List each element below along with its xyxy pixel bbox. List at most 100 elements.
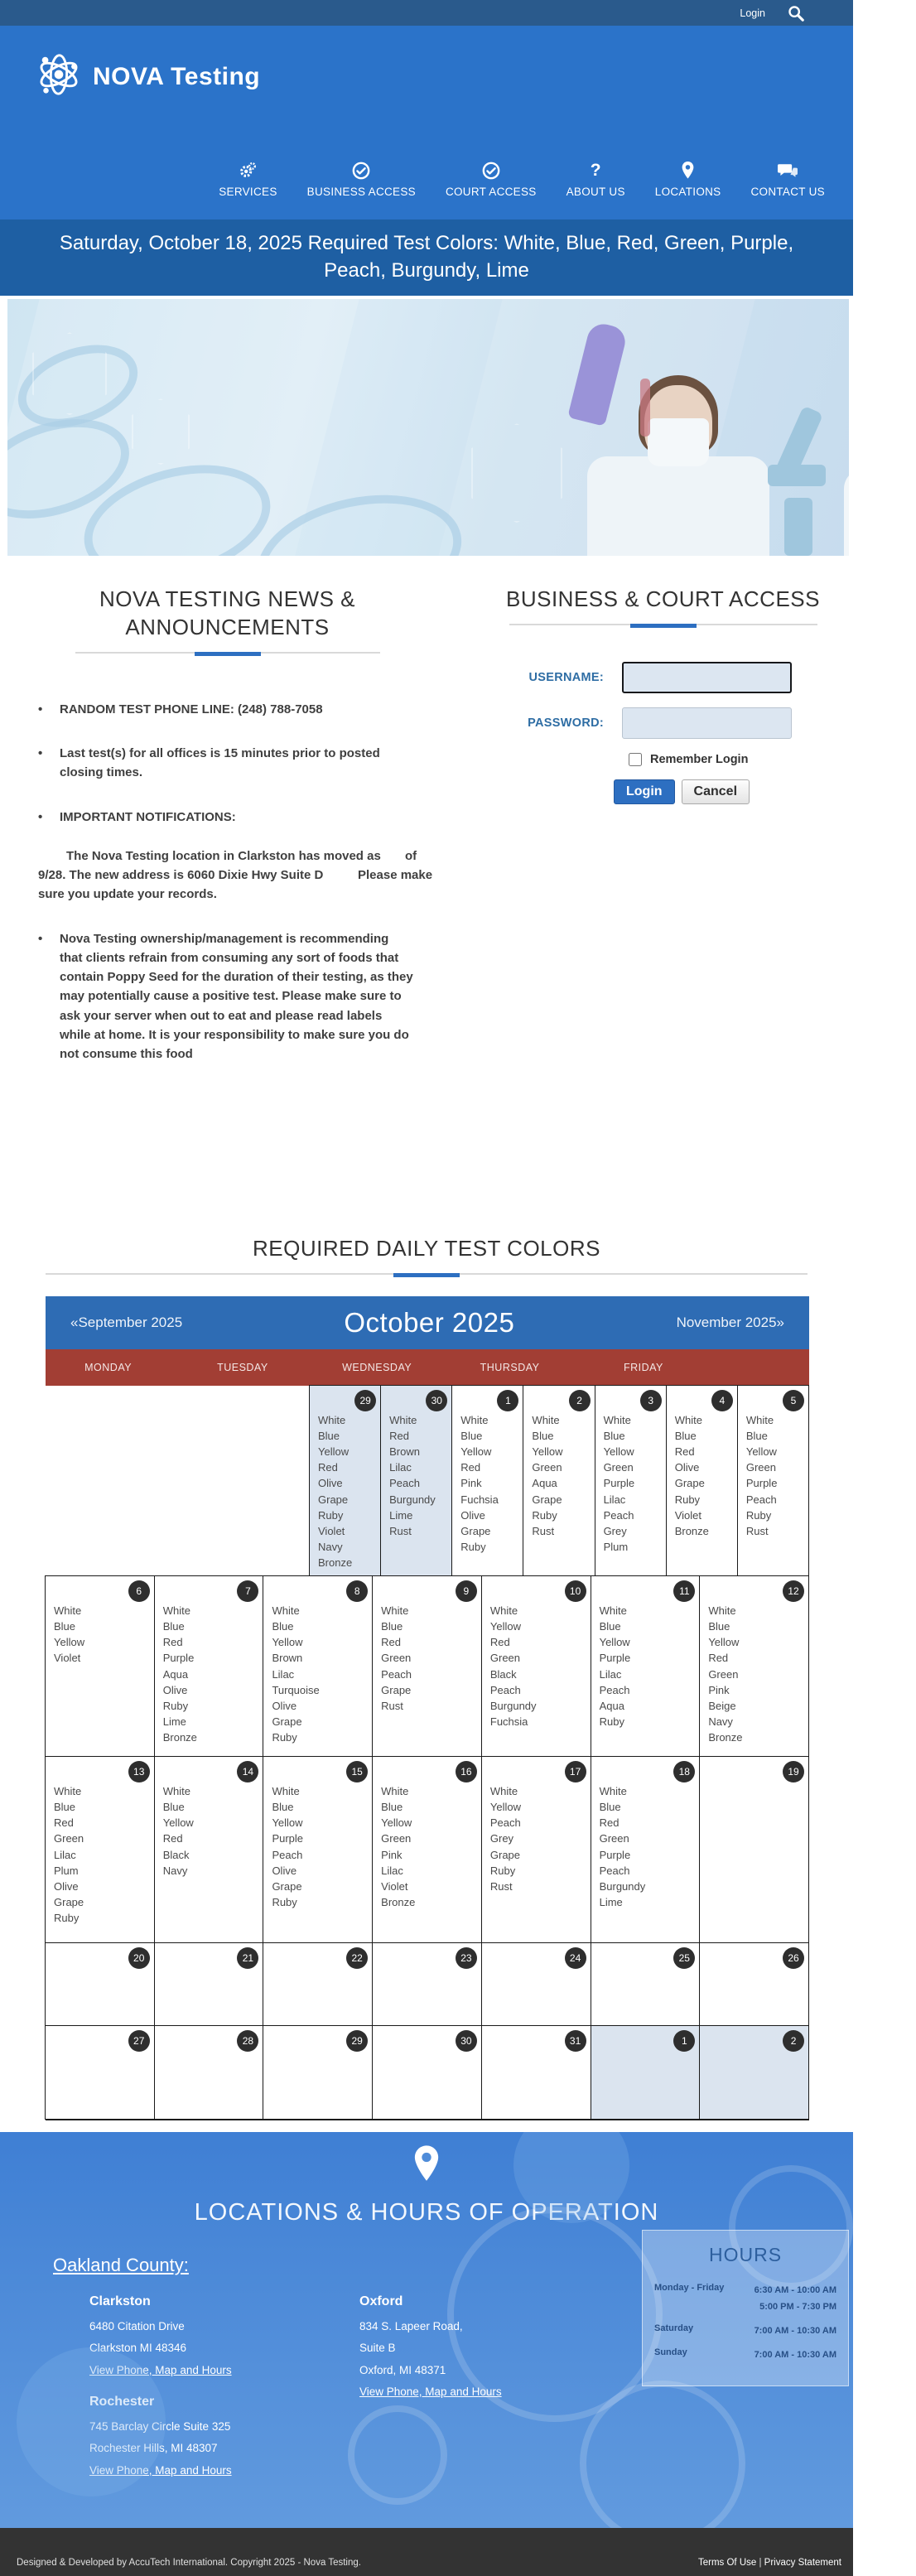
test-color: Peach bbox=[599, 1683, 630, 1696]
day-badge: 17 bbox=[564, 1761, 586, 1783]
test-color: White bbox=[54, 1604, 82, 1618]
calendar-cell-day-10: 10 White Yellow Red Green Black Peach Burgundy F… bbox=[480, 1575, 591, 1758]
hero-image bbox=[7, 299, 849, 557]
test-color: Green bbox=[532, 1461, 562, 1474]
bubble-graphic bbox=[513, 2132, 629, 2224]
login-form: USERNAME: PASSWORD: Remember Login Login… bbox=[481, 662, 845, 805]
nav-item-contact-us[interactable]: CONTACT US bbox=[750, 162, 825, 198]
test-color: Peach bbox=[489, 1683, 521, 1696]
bubble-graphic bbox=[348, 2405, 447, 2506]
gear-icon bbox=[239, 162, 257, 180]
calendar-cell-day-3: 3 White Blue Yellow Green Purple Lilac Peach Gre… bbox=[594, 1385, 667, 1577]
test-color: Grape bbox=[318, 1493, 349, 1506]
day-badge: 25 bbox=[673, 1947, 696, 1970]
location-city: Rochester bbox=[89, 2395, 155, 2410]
news-section: NOVA TESTING NEWS & ANNOUNCEMENTS • RANDO… bbox=[0, 586, 460, 1228]
day-badge: 22 bbox=[346, 1947, 369, 1970]
login-button[interactable]: Login bbox=[614, 779, 675, 805]
test-color: Navy bbox=[162, 1864, 188, 1877]
check-circle-icon bbox=[482, 162, 500, 180]
copyright-text: Designed & Developed by AccuTech Interna… bbox=[17, 2558, 361, 2569]
hours-day-label: Saturday bbox=[654, 2323, 694, 2333]
main-nav: SERVICES BUSINESS ACCESS COURT ACCESS ? ABOU… bbox=[219, 161, 825, 199]
main-content: NOVA TESTING NEWS & ANNOUNCEMENTS • RANDO… bbox=[0, 556, 853, 1228]
location-map-link[interactable]: View Phone, Map and Hours bbox=[359, 2385, 502, 2399]
hours-rows: Monday - Friday 6:30 AM - 10:00 AM 5:00 PM… bbox=[654, 2283, 836, 2363]
calendar-cell-day-11: 11 White Blue Yellow Purple Lilac Peach Aqua Rub… bbox=[590, 1575, 701, 1758]
calendar-cell-day-30: 30 White Red Brown Lilac Peach Burgundy Lime Rus… bbox=[380, 1385, 453, 1577]
test-color: Lilac bbox=[389, 1461, 412, 1474]
test-color: Grape bbox=[272, 1879, 302, 1893]
test-color: Red bbox=[708, 1652, 729, 1665]
microscope bbox=[710, 398, 834, 557]
test-color: Grape bbox=[381, 1683, 412, 1696]
test-color: Bronze bbox=[162, 1730, 197, 1744]
test-color: Green bbox=[708, 1667, 739, 1681]
test-color-list: White Blue Yellow Green Aqua Grape Ruby Rust bbox=[532, 1412, 591, 1539]
nav-item-services[interactable]: SERVICES bbox=[219, 162, 277, 198]
check-circle-icon bbox=[352, 162, 370, 180]
question-icon: ? bbox=[590, 161, 601, 180]
calendar-cell-day-31: 31 bbox=[480, 2025, 591, 2120]
test-color: Blue bbox=[162, 1801, 185, 1814]
weekday-label: WEDNESDAY bbox=[342, 1362, 412, 1374]
news-item-text: IMPORTANT NOTIFICATIONS: bbox=[60, 809, 236, 824]
remember-login-checkbox[interactable] bbox=[629, 753, 642, 767]
nav-item-business-access[interactable]: BUSINESS ACCESS bbox=[307, 162, 416, 198]
nav-item-court-access[interactable]: COURT ACCESS bbox=[446, 162, 537, 198]
test-color: White bbox=[708, 1604, 736, 1618]
test-color: Bronze bbox=[674, 1524, 709, 1537]
cancel-button[interactable]: Cancel bbox=[681, 779, 750, 805]
news-title: NOVA TESTING NEWS & ANNOUNCEMENTS bbox=[99, 586, 356, 640]
bubble-graphic bbox=[729, 2165, 853, 2290]
location-map-link[interactable]: View Phone, Map and Hours bbox=[89, 2463, 232, 2477]
nav-item-about-us[interactable]: ? ABOUT US bbox=[566, 161, 625, 199]
calendar-cell-day-18: 18 White Blue Red Green Purple Peach Burgundy Li… bbox=[590, 1756, 701, 1944]
hours-times: 7:00 AM - 10:30 AM bbox=[754, 2349, 836, 2360]
password-input[interactable] bbox=[622, 707, 792, 740]
test-color: Grape bbox=[674, 1477, 705, 1490]
test-color-list: White Blue Yellow Red Olive Grape Ruby Violet Na… bbox=[318, 1412, 377, 1570]
weekday-label: FRIDAY bbox=[623, 1362, 663, 1374]
test-color: Yellow bbox=[489, 1620, 521, 1633]
test-color-list: White Blue Yellow Green Purple Lilac Peach Grey… bbox=[604, 1412, 663, 1555]
test-color: Rust bbox=[745, 1524, 769, 1537]
test-color: White bbox=[532, 1414, 560, 1427]
test-color: Plum bbox=[603, 1540, 629, 1553]
search-icon[interactable] bbox=[787, 4, 805, 22]
bubble-graphic bbox=[447, 2207, 663, 2423]
calendar-row: 13 White Blue Red Green Lilac Plum Olive Grape Ru… bbox=[45, 1756, 810, 1944]
legal-link-privacy-statement[interactable]: Privacy Statement bbox=[764, 2558, 841, 2569]
test-color: Blue bbox=[603, 1430, 625, 1443]
test-color: White bbox=[745, 1414, 774, 1427]
test-color: Purple bbox=[599, 1652, 631, 1665]
brand-logo[interactable]: NOVA Testing bbox=[35, 49, 260, 104]
access-section: BUSINESS & COURT ACCESS USERNAME: PASSWO… bbox=[460, 586, 853, 1228]
weekday-label: THURSDAY bbox=[480, 1362, 540, 1374]
location-map-link[interactable]: View Phone, Map and Hours bbox=[89, 2363, 232, 2376]
calendar-cell-day-30: 30 bbox=[372, 2025, 482, 2120]
calendar-cell-day-21: 21 bbox=[153, 1942, 264, 2027]
prev-month-link[interactable]: «September 2025 bbox=[70, 1315, 183, 1331]
test-color: Yellow bbox=[708, 1636, 740, 1649]
brand-name: NOVA Testing bbox=[93, 62, 261, 90]
legal-link-terms-of-use[interactable]: Terms Of Use bbox=[697, 2558, 757, 2569]
test-color: White bbox=[272, 1604, 300, 1618]
username-input[interactable] bbox=[622, 662, 792, 694]
masthead: NOVA Testing SERVICES BUSINESS ACCESS COUR… bbox=[0, 26, 853, 219]
bullet-glyph: • bbox=[38, 931, 43, 946]
county-heading: Oakland County: bbox=[53, 2255, 189, 2276]
test-color: Grey bbox=[489, 1832, 514, 1845]
test-color: Violet bbox=[381, 1879, 408, 1893]
calendar-cell-day-25: 25 bbox=[590, 1942, 701, 2027]
calendar-cell-day-29: 29 bbox=[263, 2025, 374, 2120]
test-color: Ruby bbox=[489, 1864, 516, 1877]
day-badge: 23 bbox=[455, 1947, 477, 1970]
calendar-row: 6 White Blue Yellow Violet 7 White Blue Red Purpl… bbox=[45, 1575, 810, 1758]
next-month-link[interactable]: November 2025» bbox=[676, 1315, 784, 1331]
day-badge: 28 bbox=[237, 2030, 259, 2053]
login-link[interactable]: Login bbox=[740, 7, 765, 19]
nav-item-locations[interactable]: LOCATIONS bbox=[655, 162, 721, 198]
nav-item-label: BUSINESS ACCESS bbox=[306, 186, 416, 198]
hours-times: 6:30 AM - 10:00 AM 5:00 PM - 7:30 PM bbox=[754, 2285, 836, 2312]
